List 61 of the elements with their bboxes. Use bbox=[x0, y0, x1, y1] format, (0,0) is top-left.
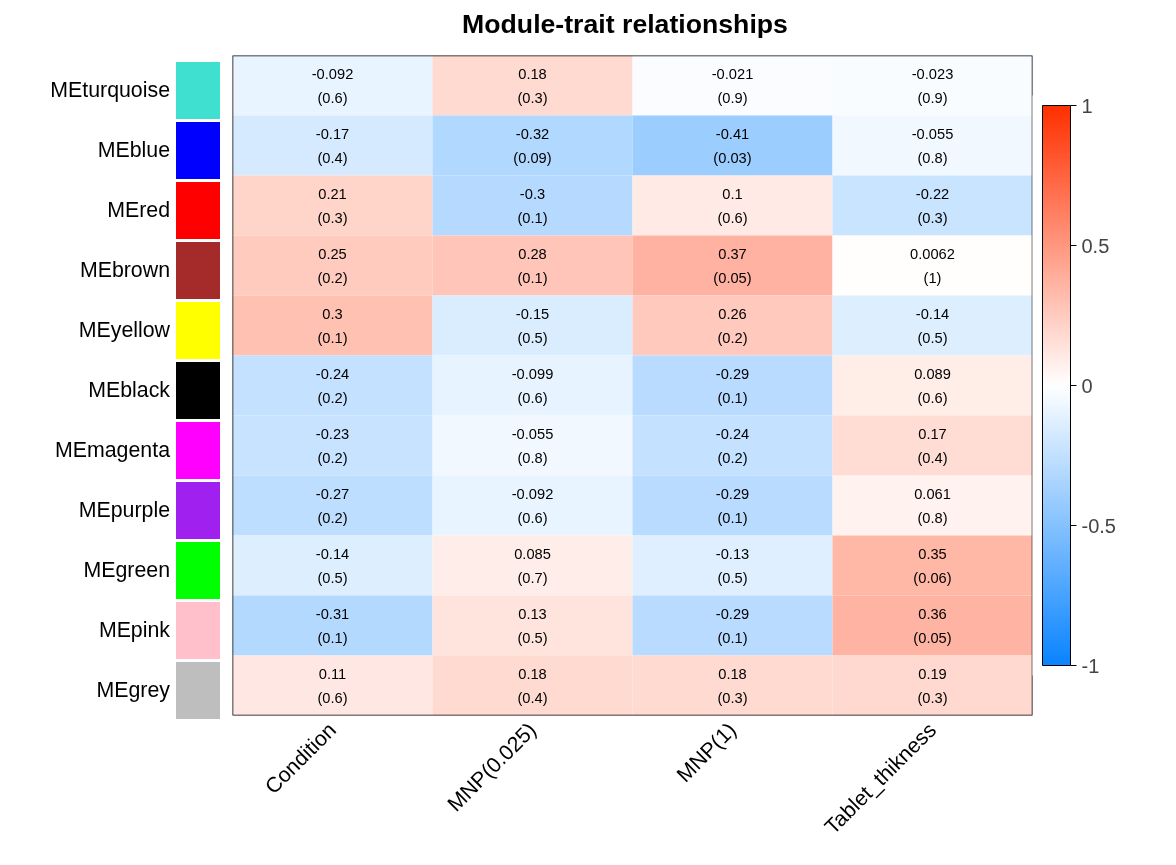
y-tick-label: MEmagenta bbox=[55, 436, 170, 464]
y-tick-label: MEyellow bbox=[78, 316, 170, 344]
color-bar-label: -1 bbox=[1081, 654, 1100, 677]
text: 0.35 (0.06) bbox=[913, 545, 952, 586]
y-tick-label: MEpurple bbox=[78, 496, 170, 524]
text: -0.24 (0.2) bbox=[715, 425, 750, 466]
text: 0.36 (0.05) bbox=[913, 605, 952, 646]
text: -0.29 (0.1) bbox=[715, 605, 750, 646]
text: 0.13 (0.5) bbox=[517, 605, 548, 646]
text: -0.021 (0.9) bbox=[711, 65, 754, 106]
text: -0.14 (0.5) bbox=[315, 545, 350, 586]
text: -0.055 (0.8) bbox=[911, 125, 954, 166]
text: 0.18 (0.4) bbox=[517, 665, 548, 706]
text: -0.099 (0.6) bbox=[511, 365, 554, 406]
text: 0.11 (0.6) bbox=[317, 665, 348, 706]
text: -0.24 (0.2) bbox=[315, 365, 350, 406]
y-tick-label: MEpink bbox=[98, 616, 170, 644]
text: 0.3 (0.1) bbox=[317, 305, 348, 346]
chart-title: Module-trait relationships bbox=[461, 8, 789, 41]
text: 0.25 (0.2) bbox=[317, 245, 348, 286]
text: 0.28 (0.1) bbox=[517, 245, 548, 286]
text: -0.023 (0.9) bbox=[911, 65, 954, 106]
text: -0.17 (0.4) bbox=[315, 125, 350, 166]
text: -0.092 (0.6) bbox=[511, 485, 554, 526]
text: -0.41 (0.03) bbox=[713, 125, 752, 166]
text: 0.26 (0.2) bbox=[717, 305, 748, 346]
text: -0.22 (0.3) bbox=[915, 185, 950, 226]
text: -0.32 (0.09) bbox=[513, 125, 552, 166]
text: -0.15 (0.5) bbox=[515, 305, 550, 346]
text: 0.085 (0.7) bbox=[514, 545, 551, 586]
y-tick-label: MEgreen bbox=[83, 556, 170, 584]
text: 0.0062 (1) bbox=[910, 245, 955, 286]
y-tick-label: MEblack bbox=[88, 376, 170, 404]
text: -0.3 (0.1) bbox=[517, 185, 548, 226]
text: 0.18 (0.3) bbox=[517, 65, 548, 106]
y-tick-label: MEturquoise bbox=[50, 76, 170, 104]
text: 0.17 (0.4) bbox=[917, 425, 948, 466]
text: 0.18 (0.3) bbox=[717, 665, 748, 706]
text: -0.23 (0.2) bbox=[315, 425, 350, 466]
text: 0.19 (0.3) bbox=[917, 665, 948, 706]
color-bar-label: 1 bbox=[1081, 94, 1093, 117]
text: -0.29 (0.1) bbox=[715, 365, 750, 406]
text: -0.092 (0.6) bbox=[311, 65, 354, 106]
color-bar-label: 0 bbox=[1081, 374, 1093, 397]
text: -0.29 (0.1) bbox=[715, 485, 750, 526]
y-tick-label: MEgrey bbox=[96, 676, 170, 704]
y-tick-label: MEred bbox=[107, 196, 170, 224]
text: 0.061 (0.8) bbox=[914, 485, 951, 526]
text: -0.14 (0.5) bbox=[915, 305, 950, 346]
text: -0.13 (0.5) bbox=[715, 545, 750, 586]
text: -0.055 (0.8) bbox=[511, 425, 554, 466]
text: 0.21 (0.3) bbox=[317, 185, 348, 226]
text: -0.31 (0.1) bbox=[315, 605, 350, 646]
text: 0.1 (0.6) bbox=[717, 185, 748, 226]
text: 0.089 (0.6) bbox=[914, 365, 951, 406]
y-tick-label: MEbrown bbox=[79, 256, 170, 284]
text: 0.37 (0.05) bbox=[713, 245, 752, 286]
color-bar-label: -0.5 bbox=[1081, 514, 1116, 537]
y-tick-label: MEblue bbox=[97, 136, 170, 164]
color-bar-label: 0.5 bbox=[1081, 234, 1110, 257]
text: -0.27 (0.2) bbox=[315, 485, 350, 526]
